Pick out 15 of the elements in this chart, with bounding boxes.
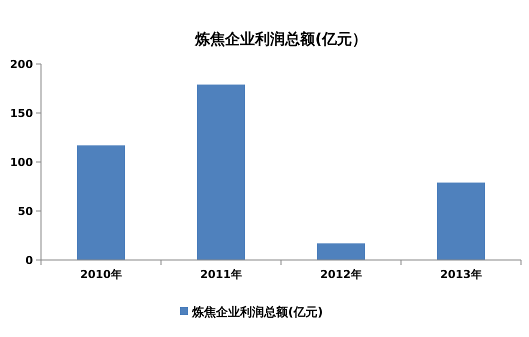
bar <box>197 84 245 260</box>
x-tick-label: 2011年 <box>200 268 242 281</box>
chart-title: 炼焦企业利润总额(亿元） <box>194 30 367 48</box>
y-tick-label: 0 <box>25 254 34 267</box>
x-tick-label: 2010年 <box>80 268 122 281</box>
y-tick-label: 100 <box>10 156 34 169</box>
x-tick-label: 2013年 <box>440 268 482 281</box>
bar <box>437 182 485 260</box>
y-tick-label: 150 <box>10 107 34 120</box>
y-tick-label: 50 <box>18 205 34 218</box>
x-tick-label: 2012年 <box>320 268 362 281</box>
bar <box>77 145 125 260</box>
legend: 炼焦企业利润总额(亿元) <box>180 305 323 319</box>
bar <box>317 243 365 260</box>
y-tick-label: 200 <box>10 58 34 71</box>
